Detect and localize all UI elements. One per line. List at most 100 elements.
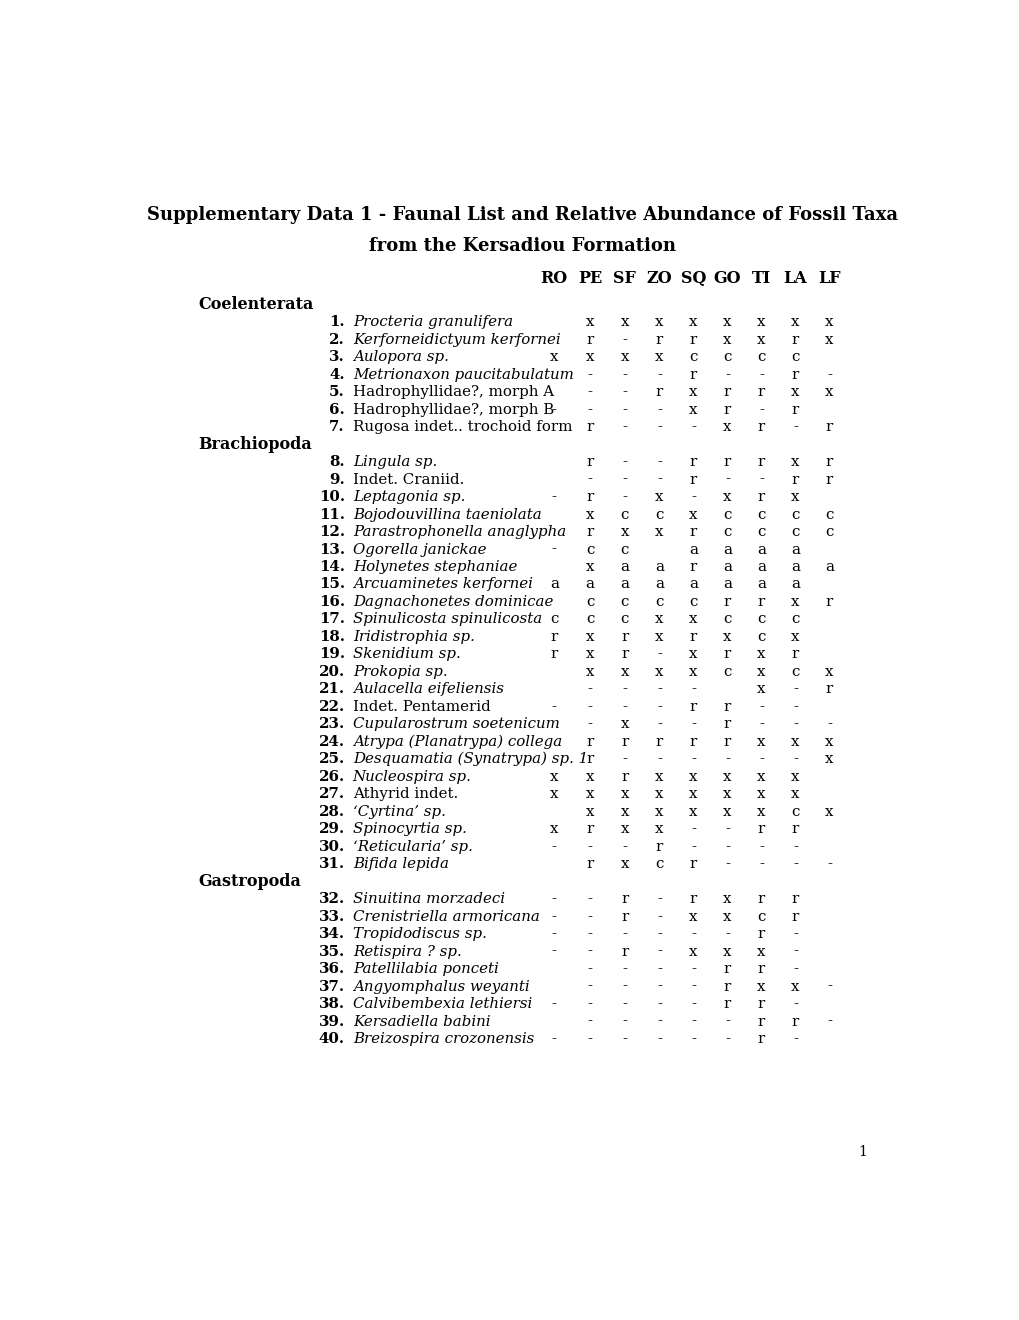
Text: -: - [725,822,730,837]
Text: Hadrophyllidae?, morph B: Hadrophyllidae?, morph B [353,403,553,417]
Text: x: x [620,857,629,871]
Text: x: x [549,787,558,801]
Text: -: - [551,927,556,941]
Text: r: r [689,735,696,748]
Text: r: r [689,857,696,871]
Text: c: c [654,857,663,871]
Text: ‘Reticularia’ sp.: ‘Reticularia’ sp. [353,840,472,854]
Text: x: x [654,612,663,627]
Text: -: - [826,979,832,994]
Text: r: r [586,857,593,871]
Text: x: x [585,665,594,678]
Text: c: c [689,595,697,609]
Text: r: r [586,822,593,837]
Text: x: x [722,770,731,784]
Text: r: r [723,455,731,469]
Text: x: x [585,315,594,329]
Text: 28.: 28. [319,805,344,818]
Text: x: x [585,630,594,644]
Text: r: r [757,822,764,837]
Text: r: r [791,647,798,661]
Text: r: r [757,490,764,504]
Text: 13.: 13. [319,543,344,557]
Text: x: x [722,490,731,504]
Text: c: c [791,525,799,539]
Text: -: - [690,997,695,1011]
Text: x: x [722,630,731,644]
Text: Dagnachonetes dominicae: Dagnachonetes dominicae [353,595,552,609]
Text: -: - [690,420,695,434]
Text: Holynetes stephaniae: Holynetes stephaniae [353,560,517,574]
Text: -: - [587,1015,592,1028]
Text: x: x [824,752,833,767]
Text: x: x [654,350,663,364]
Text: -: - [656,1015,661,1028]
Text: c: c [756,612,765,627]
Text: a: a [654,577,663,591]
Text: c: c [722,508,731,521]
Text: x: x [689,647,697,661]
Text: Crenistriella armoricana: Crenistriella armoricana [353,909,539,924]
Text: -: - [622,473,627,487]
Text: -: - [690,490,695,504]
Text: x: x [791,455,799,469]
Text: x: x [722,945,731,958]
Text: -: - [656,403,661,417]
Text: 12.: 12. [319,525,344,539]
Text: -: - [690,1032,695,1045]
Text: -: - [587,473,592,487]
Text: a: a [688,543,697,557]
Text: x: x [756,770,765,784]
Text: 1.: 1. [329,315,344,329]
Text: -: - [622,927,627,941]
Text: -: - [622,997,627,1011]
Text: Metrionaxon paucitabulatum: Metrionaxon paucitabulatum [353,368,573,381]
Text: r: r [757,1015,764,1028]
Text: -: - [587,717,592,731]
Text: Coelenterata: Coelenterata [199,296,314,313]
Text: r: r [621,735,628,748]
Text: -: - [656,700,661,714]
Text: Ogorella janickae: Ogorella janickae [353,543,486,557]
Text: a: a [722,577,732,591]
Text: -: - [656,997,661,1011]
Text: Sinuitina morzadeci: Sinuitina morzadeci [353,892,504,906]
Text: x: x [791,630,799,644]
Text: -: - [758,752,763,767]
Text: r: r [723,962,731,975]
Text: LA: LA [783,269,807,286]
Text: r: r [550,630,557,644]
Text: x: x [791,979,799,994]
Text: c: c [824,508,833,521]
Text: Bojodouvillina taeniolata: Bojodouvillina taeniolata [353,508,541,521]
Text: -: - [587,682,592,697]
Text: r: r [621,945,628,958]
Text: r: r [757,420,764,434]
Text: r: r [791,403,798,417]
Text: x: x [549,350,558,364]
Text: -: - [758,403,763,417]
Text: x: x [620,350,629,364]
Text: -: - [758,717,763,731]
Text: 31.: 31. [319,857,344,871]
Text: x: x [654,525,663,539]
Text: x: x [689,385,697,399]
Text: 29.: 29. [318,822,344,837]
Text: c: c [791,612,799,627]
Text: x: x [824,805,833,818]
Text: r: r [689,700,696,714]
Text: Skenidium sp.: Skenidium sp. [353,647,461,661]
Text: x: x [791,490,799,504]
Text: -: - [551,1032,556,1045]
Text: c: c [756,909,765,924]
Text: Spinulicosta spinulicosta: Spinulicosta spinulicosta [353,612,541,627]
Text: r: r [825,455,833,469]
Text: -: - [725,473,730,487]
Text: a: a [722,560,732,574]
Text: -: - [792,717,797,731]
Text: LF: LF [817,269,840,286]
Text: x: x [722,333,731,347]
Text: x: x [689,315,697,329]
Text: x: x [654,787,663,801]
Text: 9.: 9. [329,473,344,487]
